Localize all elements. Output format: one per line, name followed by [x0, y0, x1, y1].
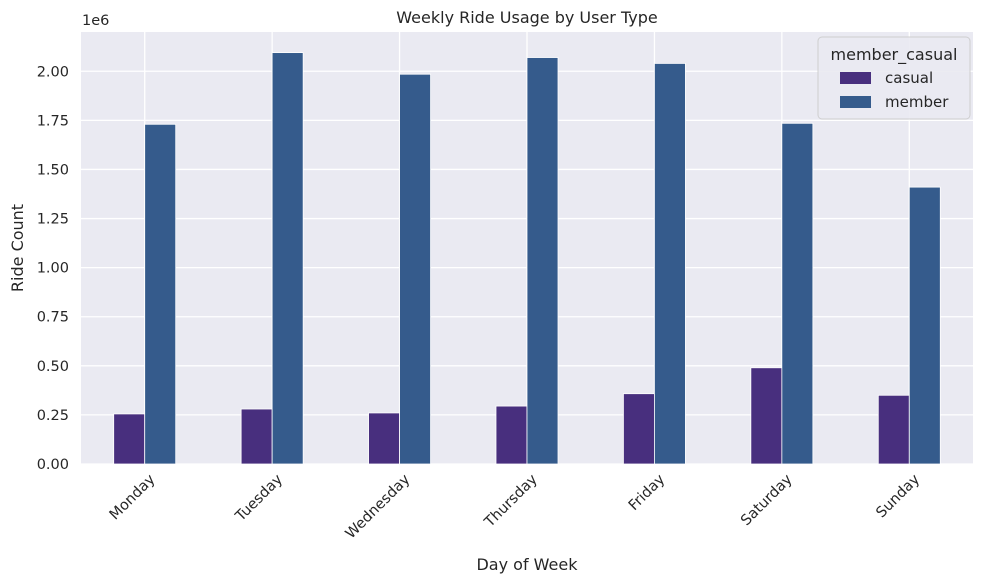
- legend-label-member: member: [885, 93, 949, 111]
- y-axis-title: Ride Count: [8, 204, 27, 292]
- y-tick-label: 0.50: [37, 359, 69, 375]
- bar-casual-saturday: [750, 367, 783, 465]
- bar-casual-tuesday: [240, 408, 273, 465]
- y-tick-label: 2.00: [37, 64, 69, 80]
- y-tick-label: 0.00: [37, 457, 69, 473]
- bar-casual-thursday: [495, 405, 528, 465]
- bar-member-wednesday: [399, 73, 431, 465]
- bar-casual-wednesday: [368, 412, 400, 465]
- legend-items: casual member: [840, 69, 949, 111]
- bar-casual-monday: [113, 413, 146, 465]
- chart-title: Weekly Ride Usage by User Type: [396, 8, 657, 27]
- y-tick-label: 0.25: [37, 408, 69, 424]
- y-axis-ticks: 0.00 0.25 0.50 0.75 1.00 1.25 1.50 1.75 2.00: [37, 64, 69, 473]
- y-tick-label: 1.25: [37, 212, 69, 228]
- x-axis-title: Day of Week: [476, 555, 578, 574]
- bars: [113, 52, 941, 465]
- legend-swatch-member: [840, 96, 871, 108]
- bar-casual-friday: [623, 393, 655, 465]
- legend-title: member_casual: [831, 45, 958, 65]
- legend: member_casual casual member: [817, 36, 971, 120]
- bar-member-thursday: [526, 57, 559, 465]
- bar-member-tuesday: [271, 52, 304, 465]
- bar-member-monday: [144, 123, 177, 465]
- legend-label-casual: casual: [885, 69, 933, 87]
- y-axis-offset-text: 1e6: [82, 13, 109, 29]
- x-tick-label: Sunday: [873, 471, 923, 521]
- bar-casual-sunday: [877, 394, 910, 465]
- x-tick-label: Thursday: [481, 471, 541, 531]
- bar-member-sunday: [908, 186, 941, 465]
- bar-member-saturday: [781, 122, 814, 465]
- legend-swatch-casual: [840, 72, 871, 84]
- y-tick-label: 1.50: [37, 162, 69, 178]
- x-tick-label: Wednesday: [343, 471, 414, 542]
- x-tick-label: Monday: [107, 471, 159, 523]
- y-tick-label: 1.75: [37, 113, 69, 129]
- bar-member-friday: [654, 63, 686, 465]
- y-tick-label: 0.75: [37, 310, 69, 326]
- y-tick-label: 1.00: [37, 261, 69, 277]
- x-tick-label: Saturday: [738, 471, 796, 529]
- x-axis-ticks: Monday Tuesday Wednesday Thursday Friday Satu…: [107, 471, 924, 542]
- x-tick-label: Tuesday: [232, 471, 286, 525]
- x-tick-label: Friday: [626, 471, 669, 514]
